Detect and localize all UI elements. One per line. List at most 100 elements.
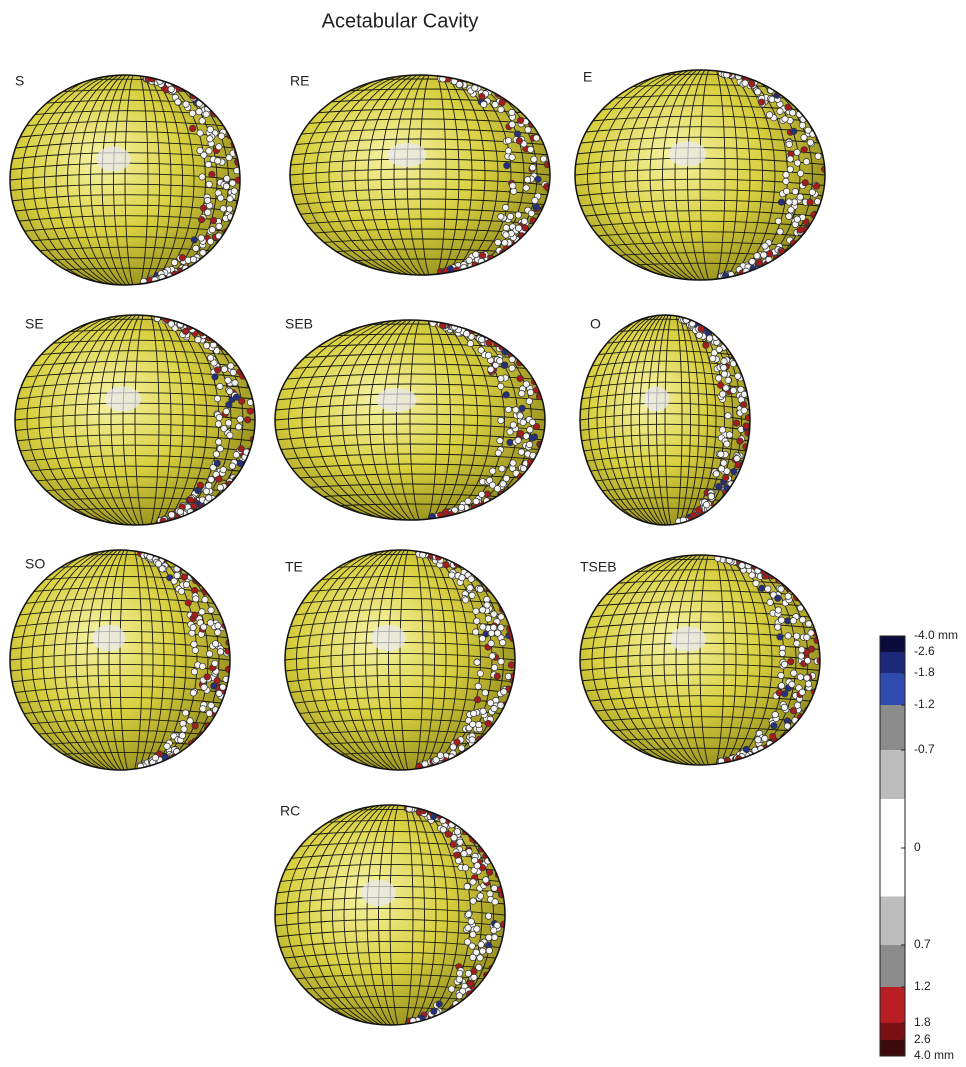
point — [779, 650, 785, 656]
point — [753, 580, 759, 586]
highlight — [669, 141, 707, 166]
point — [208, 476, 214, 482]
point — [772, 711, 778, 717]
point — [789, 681, 795, 687]
point — [778, 617, 784, 623]
point — [231, 642, 237, 648]
point — [231, 188, 237, 194]
point — [469, 737, 475, 743]
point — [489, 468, 495, 474]
point — [508, 662, 514, 668]
point — [792, 188, 798, 194]
point — [475, 683, 481, 689]
point — [479, 635, 485, 641]
point — [501, 689, 507, 695]
point — [799, 689, 805, 695]
point — [175, 99, 181, 105]
panel: RE — [290, 70, 563, 280]
point — [491, 885, 497, 891]
point — [191, 503, 197, 509]
point — [214, 460, 220, 466]
point — [741, 407, 747, 413]
point — [447, 266, 453, 272]
point — [255, 419, 261, 425]
point — [770, 733, 776, 739]
point — [784, 723, 790, 729]
point — [207, 238, 213, 244]
point — [469, 592, 475, 598]
colorbar-segment — [880, 1040, 905, 1056]
point — [552, 175, 558, 181]
point — [256, 429, 262, 435]
highlight — [93, 625, 126, 651]
point — [202, 596, 208, 602]
point — [696, 332, 702, 338]
colorbar-segment — [880, 987, 905, 1023]
point — [789, 110, 795, 116]
point — [531, 156, 537, 162]
point — [492, 899, 498, 905]
point — [477, 670, 483, 676]
point — [495, 239, 501, 245]
point — [716, 346, 722, 352]
point — [497, 437, 503, 443]
point — [499, 466, 505, 472]
point — [794, 149, 800, 155]
point — [515, 437, 521, 443]
point — [217, 648, 223, 654]
colorbar-label: 1.8 — [914, 1015, 931, 1029]
point — [509, 154, 515, 160]
point — [755, 89, 761, 95]
point — [509, 109, 515, 115]
point — [750, 402, 756, 408]
point — [225, 377, 231, 383]
point — [187, 497, 193, 503]
point — [473, 251, 479, 257]
panel-label: O — [590, 316, 601, 332]
colorbar: -4.0 mm-2.6-1.8-1.2-0.700.71.21.82.64.0 … — [880, 628, 958, 1062]
colorbar-segment — [880, 652, 905, 673]
point — [477, 893, 483, 899]
point — [255, 426, 261, 432]
point — [488, 640, 494, 646]
point — [498, 614, 504, 620]
point — [456, 970, 462, 976]
point — [785, 633, 791, 639]
point — [775, 624, 781, 630]
point — [507, 429, 513, 435]
point — [230, 369, 236, 375]
highlight — [388, 143, 427, 167]
point — [218, 133, 224, 139]
point — [168, 86, 174, 92]
colorbar-segment — [880, 705, 905, 750]
point — [228, 363, 234, 369]
point — [236, 424, 242, 430]
panel: O — [580, 310, 759, 531]
panel-label: E — [583, 69, 592, 85]
point — [756, 259, 762, 265]
point — [192, 612, 198, 618]
point — [509, 365, 515, 371]
point — [183, 581, 189, 587]
point — [766, 112, 772, 118]
point — [451, 835, 457, 841]
point — [183, 101, 189, 107]
point — [801, 134, 807, 140]
point — [715, 375, 721, 381]
point — [797, 170, 803, 176]
panel-label: TSEB — [580, 559, 617, 575]
colorbar-label: 2.6 — [914, 1032, 931, 1046]
highlight — [371, 625, 406, 651]
point — [431, 1008, 437, 1014]
point — [820, 671, 826, 677]
colorbar-label: -2.6 — [914, 644, 935, 658]
point — [759, 585, 765, 591]
point — [461, 851, 467, 857]
point — [483, 877, 489, 883]
point — [456, 976, 462, 982]
point — [191, 237, 197, 243]
point — [783, 178, 789, 184]
point — [731, 468, 737, 474]
point — [503, 605, 509, 611]
point — [456, 993, 462, 999]
